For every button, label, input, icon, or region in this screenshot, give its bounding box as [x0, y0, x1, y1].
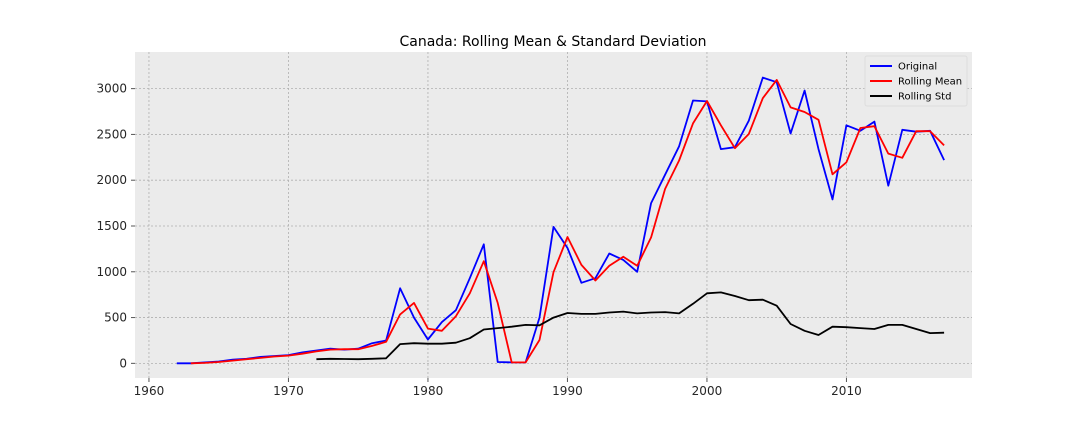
x-tick-label: 1980 — [413, 384, 444, 398]
series-line-rolling-mean — [190, 79, 945, 365]
legend-box — [864, 55, 968, 107]
x-tick-label: 1960 — [134, 384, 165, 398]
gridlines — [135, 52, 972, 378]
series-lines — [176, 76, 945, 365]
legend-label-rolling-mean: Rolling Mean — [898, 77, 962, 88]
legend-label-original: Original — [898, 62, 937, 73]
y-tick-label: 500 — [104, 311, 127, 325]
axis-ticks: 1960 1970 1980 1990 2000 2010 0 500 1000 1500 2000… — [96, 82, 861, 398]
x-tick-label: 2010 — [831, 384, 862, 398]
y-tick-label: 0 — [119, 356, 127, 370]
y-tick-label: 1500 — [96, 219, 127, 233]
y-tick-label: 2000 — [96, 173, 127, 187]
legend-label-rolling-std: Rolling Std — [898, 92, 951, 103]
series-line-rolling-std — [316, 291, 945, 361]
plot-background — [135, 52, 972, 378]
x-tick-label: 2000 — [692, 384, 723, 398]
chart-title: Canada: Rolling Mean & Standard Deviatio… — [399, 34, 706, 50]
x-tick-label: 1970 — [273, 384, 304, 398]
series-line-original — [176, 76, 945, 365]
x-tick-label: 1990 — [552, 384, 583, 398]
y-tick-label: 2500 — [96, 127, 127, 141]
legend: Original Rolling Mean Rolling Std — [864, 55, 968, 107]
y-tick-label: 1000 — [96, 265, 127, 279]
y-tick-label: 3000 — [96, 82, 127, 96]
